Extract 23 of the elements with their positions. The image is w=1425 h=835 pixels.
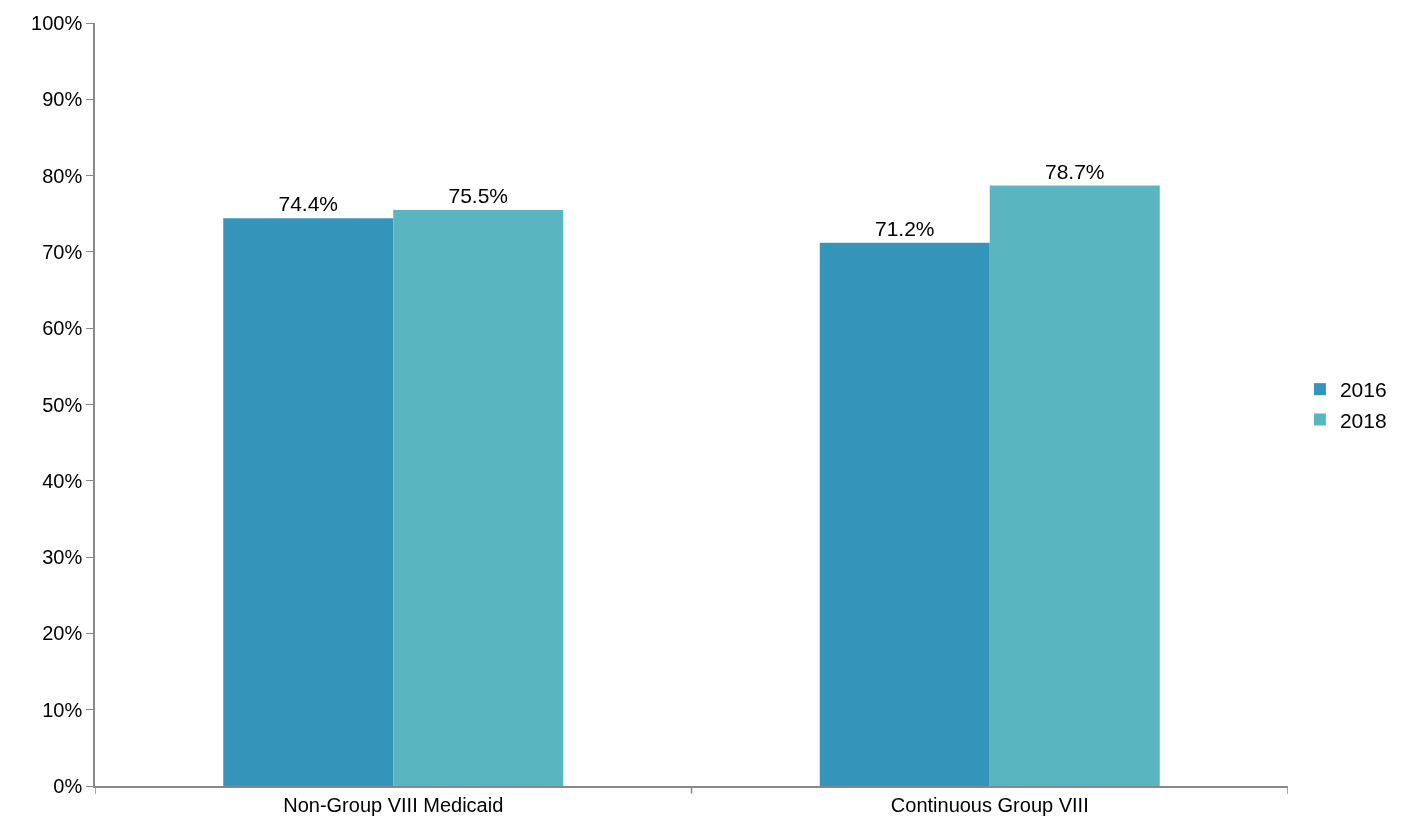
y-tick-label: 50% [42, 393, 83, 416]
x-tick-label: Non-Group VIII Medicaid [283, 793, 504, 816]
x-tick-label: Continuous Group VIII [890, 793, 1089, 816]
y-tick-label: 20% [42, 622, 83, 645]
bar [393, 209, 564, 786]
bar [989, 185, 1160, 786]
legend-label: 2018 [1339, 408, 1387, 432]
data-label: 75.5% [448, 183, 509, 207]
y-tick-label: 0% [53, 775, 83, 797]
y-tick-label: 60% [42, 317, 83, 340]
bar [223, 218, 394, 786]
y-tick-label: 30% [42, 546, 83, 569]
bar [819, 242, 990, 786]
y-tick-label: 40% [42, 469, 83, 492]
y-tick-label: 80% [42, 164, 83, 187]
y-tick-label: 70% [42, 240, 83, 263]
y-tick-label: 90% [42, 88, 83, 111]
data-label: 74.4% [278, 192, 339, 216]
data-label: 78.7% [1044, 159, 1105, 183]
legend-label: 2016 [1339, 378, 1387, 402]
y-tick-label: 100% [31, 12, 83, 34]
y-tick-label: 10% [42, 698, 83, 721]
data-label: 71.2% [874, 216, 935, 240]
